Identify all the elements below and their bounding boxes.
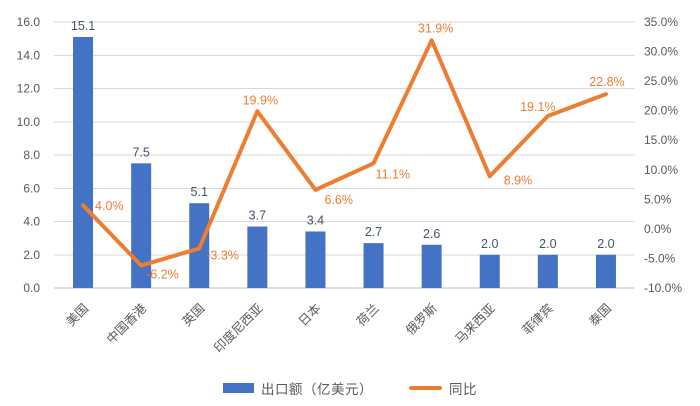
right-axis-tick-label: 25.0% xyxy=(644,74,678,88)
bar-value-label: 2.0 xyxy=(539,237,556,251)
category-label: 中国香港 xyxy=(103,300,149,346)
right-axis-tick-label: 35.0% xyxy=(644,15,678,29)
bar-value-label: 3.7 xyxy=(249,208,266,222)
bar-value-label: 2.0 xyxy=(597,237,614,251)
category-label: 日本 xyxy=(296,301,324,329)
category-label: 英国 xyxy=(180,301,208,329)
left-axis-tick-label: 4.0 xyxy=(23,215,40,229)
right-axis-tick-label: 0.0% xyxy=(644,222,672,236)
left-axis-tick-label: 6.0 xyxy=(23,181,40,195)
line-value-label: -3.3% xyxy=(206,248,239,262)
bar xyxy=(73,36,94,289)
right-axis-tick-label: 10.0% xyxy=(644,163,678,177)
category-label: 荷兰 xyxy=(354,301,382,329)
legend-label-yoy: 同比 xyxy=(449,382,477,397)
chart-plot-area: 0.0 2.0 4.0 6.0 8.0 10.0 12.0 14.0 16.0 -10.0% -5.… xyxy=(17,15,683,356)
right-axis-tick-label: -5.0% xyxy=(644,251,676,265)
category-label: 美国 xyxy=(64,301,92,329)
bar xyxy=(595,254,616,288)
left-axis-tick-label: 12.0 xyxy=(17,82,41,96)
bar-value-label: 2.7 xyxy=(365,225,382,239)
bar xyxy=(363,243,384,288)
left-axis-tick-label: 14.0 xyxy=(17,48,41,62)
bar xyxy=(421,244,442,288)
line-value-label: -6.2% xyxy=(146,268,179,282)
line-value-label: 11.1% xyxy=(376,167,411,181)
category-label: 印度尼西亚 xyxy=(211,301,266,356)
bar-value-label: 5.1 xyxy=(191,185,208,199)
line-value-label: 31.9% xyxy=(418,21,453,35)
legend-label-export: 出口额（亿美元） xyxy=(261,382,373,397)
category-label: 俄罗斯 xyxy=(403,301,439,337)
right-axis-tick-label: 15.0% xyxy=(644,133,678,147)
bar xyxy=(537,254,558,288)
line-value-label: 19.9% xyxy=(243,93,278,107)
left-axis-tick-label: 0.0 xyxy=(23,281,40,295)
bar-value-label: 15.1 xyxy=(71,19,95,33)
bar xyxy=(479,254,500,288)
left-axis-tick-label: 10.0 xyxy=(17,115,41,129)
category-label: 菲律宾 xyxy=(519,301,556,338)
left-axis-tick-label: 8.0 xyxy=(23,148,40,162)
line-value-label: 22.8% xyxy=(589,75,624,89)
right-axis-tick-label: 30.0% xyxy=(644,45,678,59)
bar-value-label: 7.5 xyxy=(132,145,149,159)
right-axis-tick-label: -10.0% xyxy=(644,281,682,295)
bar-value-label: 2.6 xyxy=(423,227,440,241)
line-value-label: 8.9% xyxy=(504,173,533,187)
line-value-label: 4.0% xyxy=(95,199,124,213)
line-series-swatch xyxy=(409,386,442,390)
chart-legend: 出口额（亿美元） 同比 xyxy=(0,378,700,398)
right-axis-tick-label: 20.0% xyxy=(644,104,678,118)
bar xyxy=(305,231,326,288)
bar-value-label: 3.4 xyxy=(307,213,324,227)
bar xyxy=(247,226,268,288)
line-value-label: 19.1% xyxy=(520,100,555,114)
bar-series-swatch xyxy=(223,383,254,393)
line-value-label: 6.6% xyxy=(324,193,353,207)
left-axis-tick-label: 16.0 xyxy=(17,15,41,29)
bar-value-label: 2.0 xyxy=(481,237,498,251)
legend-item-export: 出口额（亿美元） xyxy=(223,378,373,398)
legend-item-yoy: 同比 xyxy=(409,378,477,398)
category-label: 马来西亚 xyxy=(453,301,498,346)
left-axis-tick-label: 2.0 xyxy=(23,248,40,262)
right-axis-tick-label: 5.0% xyxy=(644,192,672,206)
bar xyxy=(131,163,152,288)
line-series xyxy=(81,38,608,268)
category-label: 泰国 xyxy=(586,301,614,329)
